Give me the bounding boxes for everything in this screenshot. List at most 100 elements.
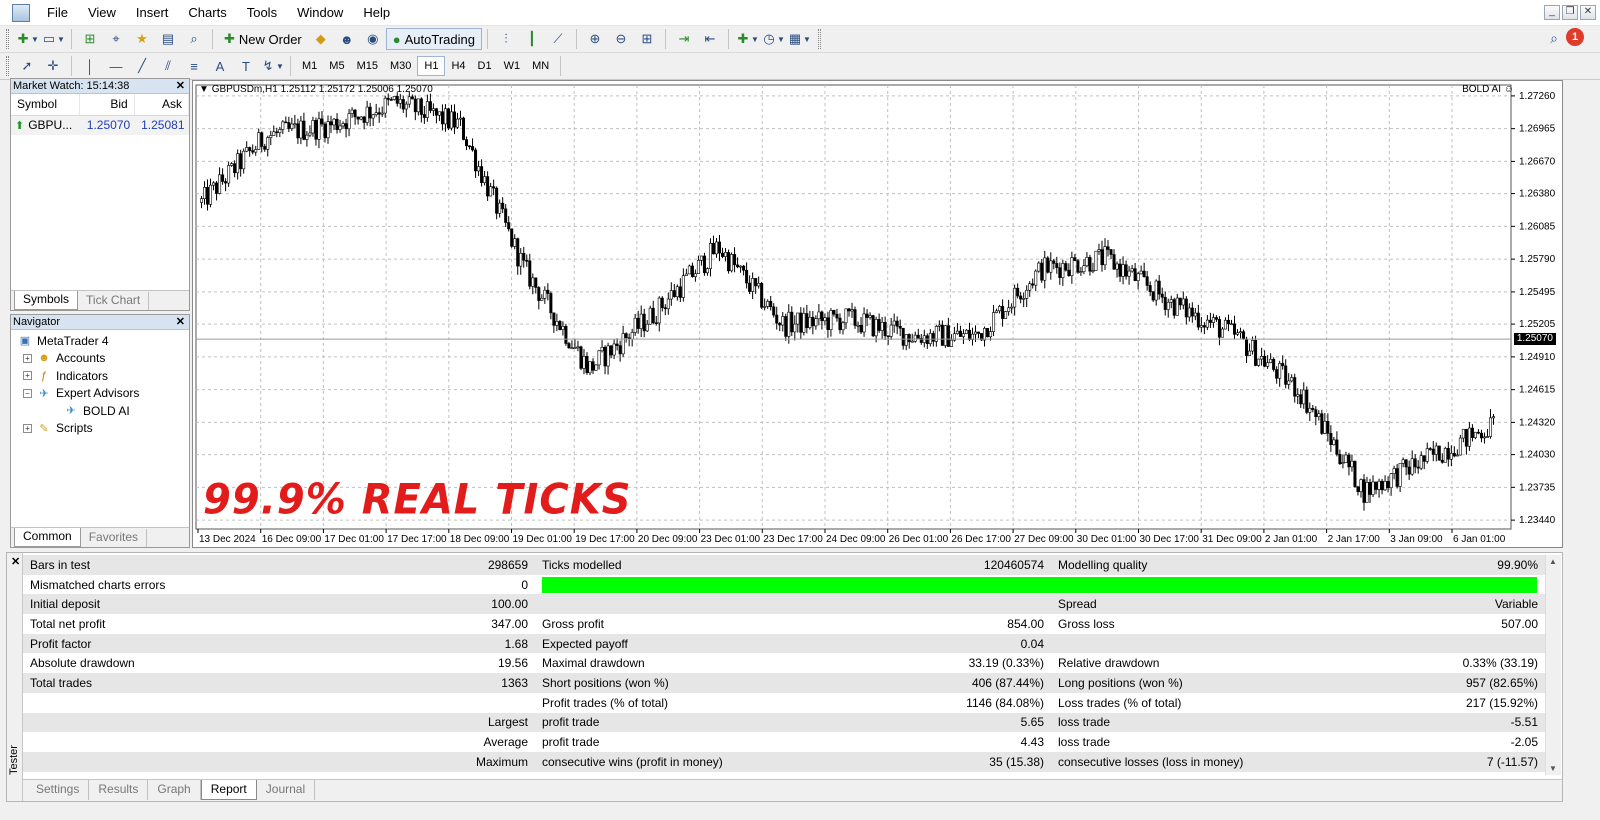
- tab-tick-chart[interactable]: Tick Chart: [78, 292, 150, 310]
- periods-button[interactable]: ◷ ▼: [761, 28, 785, 50]
- tf-m30[interactable]: M30: [389, 60, 412, 72]
- accounts-button[interactable]: ☻: [335, 28, 359, 50]
- data-window-toggle[interactable]: ⌖: [104, 28, 128, 50]
- tab-report[interactable]: Report: [200, 780, 257, 800]
- tab-graph[interactable]: Graph: [148, 780, 201, 800]
- menu-insert[interactable]: Insert: [135, 5, 169, 20]
- tree-item-metatrader[interactable]: ▣ MetaTrader 4: [17, 332, 189, 350]
- candle-body: [986, 328, 990, 338]
- zoom-out-button[interactable]: ⊖: [609, 28, 633, 50]
- search-icon[interactable]: ⌕: [1550, 30, 1558, 46]
- trendline-tool[interactable]: ╱: [130, 55, 154, 77]
- candle-body: [564, 326, 568, 344]
- report-scrollbar[interactable]: ▲ ▼: [1545, 555, 1561, 775]
- close-icon[interactable]: ✕: [175, 316, 185, 328]
- tab-settings[interactable]: Settings: [27, 780, 90, 800]
- templates-button[interactable]: ▦ ▼: [788, 31, 811, 46]
- menu-view[interactable]: View: [87, 5, 116, 20]
- tf-m15[interactable]: M15: [356, 60, 378, 72]
- tab-journal[interactable]: Journal: [257, 780, 316, 800]
- tree-item-scripts[interactable]: + ✎ Scripts: [17, 420, 189, 438]
- navigator-toggle[interactable]: ★: [130, 28, 154, 50]
- market-watch-toggle[interactable]: ⊞: [78, 28, 102, 50]
- menu-file[interactable]: File: [47, 5, 68, 20]
- toolbar-grip[interactable]: [817, 29, 821, 49]
- chart-shift-button[interactable]: ⇤: [698, 28, 722, 50]
- vertical-line-tool[interactable]: │: [78, 55, 102, 77]
- report-label: Profit factor: [23, 633, 343, 654]
- candle-body: [1434, 445, 1438, 455]
- indicators-button[interactable]: ✚ ▼: [735, 28, 759, 50]
- candlestick-button[interactable]: ┃: [520, 28, 544, 50]
- terminal-toggle[interactable]: ▤: [156, 28, 180, 50]
- tree-item-indicators[interactable]: + ƒ Indicators: [17, 367, 189, 385]
- arrows-tool[interactable]: ↯ ▼: [260, 55, 284, 77]
- tree-item-accounts[interactable]: + ☻ Accounts: [17, 350, 189, 368]
- horizontal-line-tool[interactable]: —: [104, 55, 128, 77]
- tab-common[interactable]: Common: [14, 528, 81, 547]
- chart-window[interactable]: 1.27260 1.26965 1.26670 1.26380 1.26085 1.257…: [192, 80, 1563, 548]
- crosshair-tool[interactable]: ✛: [41, 55, 65, 77]
- new-order-button[interactable]: ✚ New Order: [218, 28, 308, 50]
- candle-body: [480, 166, 484, 183]
- tree-item-expert-advisors[interactable]: − ✈ Expert Advisors: [17, 385, 189, 403]
- menu-tools[interactable]: Tools: [246, 5, 278, 20]
- tf-w1[interactable]: W1: [503, 60, 521, 72]
- profiles-button[interactable]: ▭ ▼: [42, 31, 65, 46]
- collapse-icon[interactable]: −: [23, 388, 32, 398]
- candle-body: [1308, 407, 1312, 413]
- tab-favorites[interactable]: Favorites: [81, 529, 148, 547]
- notification-badge[interactable]: 1: [1566, 28, 1584, 46]
- price-chart[interactable]: 1.27260 1.26965 1.26670 1.26380 1.26085 1.257…: [193, 81, 1562, 547]
- candle-body: [449, 111, 453, 129]
- tf-m5[interactable]: M5: [329, 60, 345, 72]
- candle-body: [1136, 273, 1140, 282]
- tab-results[interactable]: Results: [89, 780, 149, 800]
- tf-mn[interactable]: MN: [532, 60, 550, 72]
- tf-h4[interactable]: H4: [451, 60, 466, 72]
- new-chart-button[interactable]: ✚ ▼: [15, 28, 39, 50]
- tf-h1[interactable]: H1: [417, 56, 446, 76]
- signals-button[interactable]: ◉: [361, 28, 385, 50]
- expand-icon[interactable]: +: [23, 423, 32, 433]
- tf-d1[interactable]: D1: [477, 60, 492, 72]
- equidistant-channel-tool[interactable]: ⫽: [156, 55, 180, 77]
- candle-body: [251, 150, 255, 153]
- dropdown-triangle-icon[interactable]: ▼: [199, 84, 209, 95]
- navigator-title: Navigator ✕: [11, 315, 189, 330]
- text-tool[interactable]: A: [208, 55, 232, 77]
- minimize-button[interactable]: _: [1544, 5, 1560, 20]
- scroll-down-icon[interactable]: ▼: [1549, 764, 1557, 773]
- restore-button[interactable]: ❐: [1562, 5, 1578, 20]
- cursor-tool[interactable]: ➚: [15, 55, 39, 77]
- menu-help[interactable]: Help: [363, 5, 391, 20]
- menu-window[interactable]: Window: [297, 5, 344, 20]
- tile-windows-button[interactable]: ⊞: [635, 28, 659, 50]
- tab-symbols[interactable]: Symbols: [14, 291, 79, 310]
- table-row[interactable]: ⬆ GBPU... 1.25070 1.25081: [11, 115, 189, 135]
- autotrading-button[interactable]: ● AutoTrading: [385, 28, 482, 50]
- column-ask[interactable]: Ask: [134, 94, 190, 116]
- candle-body: [823, 317, 827, 322]
- menu-charts[interactable]: Charts: [188, 5, 227, 20]
- tf-m1[interactable]: M1: [302, 60, 318, 72]
- close-icon[interactable]: ✕: [175, 80, 185, 92]
- column-symbol[interactable]: Symbol: [11, 94, 81, 116]
- autoscroll-button[interactable]: ⇥: [672, 28, 696, 50]
- fibonacci-tool[interactable]: ≡: [182, 55, 206, 77]
- close-icon[interactable]: ✕: [11, 556, 21, 568]
- toolbar-grip[interactable]: [6, 29, 9, 49]
- tree-item-bold-ai[interactable]: ✈ BOLD AI: [17, 402, 189, 420]
- line-chart-button[interactable]: ⟋: [546, 28, 570, 50]
- text-label-tool[interactable]: T: [234, 55, 258, 77]
- scroll-up-icon[interactable]: ▲: [1549, 557, 1557, 566]
- strategy-tester-toggle[interactable]: ⌕: [182, 28, 206, 50]
- expand-icon[interactable]: +: [23, 353, 32, 363]
- bar-chart-button[interactable]: ⫶: [494, 28, 518, 50]
- metaeditor-button[interactable]: ◆: [309, 28, 333, 50]
- column-bid[interactable]: Bid: [79, 94, 135, 116]
- zoom-in-button[interactable]: ⊕: [583, 28, 607, 50]
- expand-icon[interactable]: +: [23, 371, 32, 381]
- toolbar-grip[interactable]: [6, 56, 9, 76]
- close-window-button[interactable]: ✕: [1580, 5, 1596, 20]
